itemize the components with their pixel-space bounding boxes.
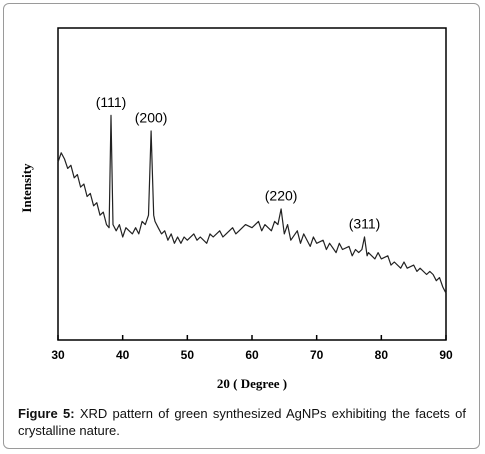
peak-label: (111) — [96, 94, 127, 110]
x-tick-label: 50 — [181, 348, 195, 362]
x-tick-label: 80 — [375, 348, 389, 362]
x-tick-label: 60 — [245, 348, 259, 362]
y-axis-label: Intensity — [19, 163, 34, 213]
peak-label: (220) — [265, 188, 298, 204]
x-tick-label: 40 — [116, 348, 130, 362]
figure-frame — [3, 3, 480, 449]
caption-label: Figure 5: — [18, 406, 75, 421]
x-tick-label: 70 — [310, 348, 324, 362]
x-axis-label: 20 ( Degree ) — [217, 376, 287, 391]
x-tick-label: 90 — [439, 348, 453, 362]
caption: Figure 5: XRD pattern of green synthesiz… — [18, 405, 466, 439]
peak-label: (200) — [135, 110, 168, 126]
peak-label: (311) — [349, 216, 381, 232]
plot-frame — [57, 27, 447, 341]
caption-text: XRD pattern of green synthesized AgNPs e… — [18, 406, 466, 438]
x-tick-label: 30 — [51, 348, 65, 362]
xrd-line — [57, 114, 447, 294]
